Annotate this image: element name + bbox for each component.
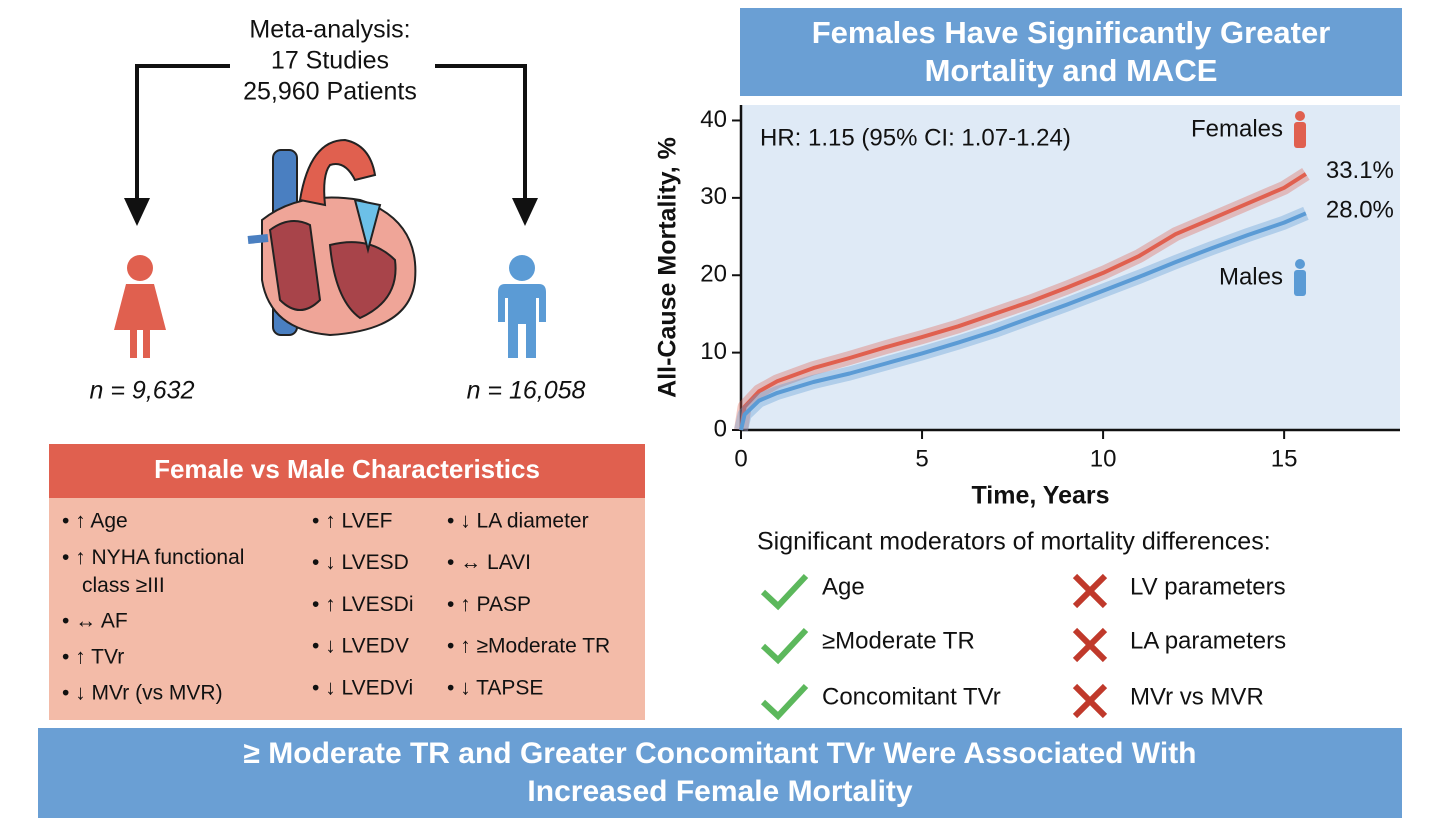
female-count: n = 9,632 xyxy=(90,377,195,405)
characteristic-item: • ↑ ≥Moderate TR xyxy=(447,635,610,658)
moderator-item: LA parameters xyxy=(1130,627,1286,654)
series-line xyxy=(739,172,1307,431)
arrow xyxy=(135,64,230,210)
characteristic-item: • ↓ LVEDV xyxy=(312,635,409,658)
moderator-item: Age xyxy=(822,573,865,600)
series-line xyxy=(739,211,1307,431)
characteristic-item: • ↑ Age xyxy=(62,510,128,533)
meta-text: 17 Studies xyxy=(271,47,389,75)
legend-label: Males xyxy=(1219,263,1283,290)
end-label: 28.0% xyxy=(1326,197,1394,224)
chart-banner: Females Have Significantly Greater Morta… xyxy=(740,8,1402,96)
check-icon xyxy=(760,683,809,721)
characteristic-item: • ↓ LVEDVi xyxy=(312,676,413,699)
male-icon xyxy=(498,255,546,358)
text-line: class ≥III xyxy=(82,574,165,597)
legend-icon xyxy=(1295,111,1305,121)
cross-icon xyxy=(1072,627,1108,663)
characteristic-item: • ↑ TVr xyxy=(62,646,124,669)
x-tick-label: 15 xyxy=(1271,445,1298,472)
y-tick-label: 10 xyxy=(700,338,727,365)
characteristic-item: • ↑ LVESDi xyxy=(312,593,414,616)
x-axis-label: Time, Years xyxy=(971,482,1109,510)
male-count: n = 16,058 xyxy=(467,377,586,405)
characteristic-item: • ↓ LVESD xyxy=(312,551,409,574)
annotation: HR: 1.15 (95% CI: 1.07-1.24) xyxy=(760,124,1071,151)
moderator-item: LV parameters xyxy=(1130,573,1286,600)
check-icon xyxy=(760,573,809,611)
x-tick-label: 5 xyxy=(915,445,928,472)
arrow xyxy=(435,64,527,210)
characteristic-item: • ↓ MVr (vs MVR) xyxy=(62,682,223,705)
arrow-head xyxy=(124,198,150,226)
y-tick-label: 0 xyxy=(714,415,727,442)
x-tick-label: 10 xyxy=(1090,445,1117,472)
x-tick-label: 0 xyxy=(734,445,747,472)
moderators-title: Significant moderators of mortality diff… xyxy=(757,528,1271,556)
characteristic-item: • ↓ TAPSE xyxy=(447,676,543,699)
check-icon xyxy=(760,627,809,665)
footer-text: ≥ Moderate TR and Greater Concomitant TV… xyxy=(243,737,1197,808)
characteristic-item: • ↓ LA diameter xyxy=(447,510,589,533)
heart-illustration xyxy=(247,138,417,337)
characteristics-title: Female vs Male Characteristics xyxy=(154,454,540,484)
meta-text: Meta-analysis: xyxy=(249,16,410,44)
meta-text: 25,960 Patients xyxy=(243,78,417,106)
female-icon xyxy=(114,255,166,358)
footer-banner: ≥ Moderate TR and Greater Concomitant TV… xyxy=(38,728,1402,818)
characteristic-item: • ↑ NYHA functional class ≥III xyxy=(62,546,244,597)
y-tick-label: 40 xyxy=(700,106,727,133)
characteristics-header xyxy=(49,444,645,498)
moderator-item: ≥Moderate TR xyxy=(822,627,975,654)
cross-icon xyxy=(1072,573,1108,609)
characteristic-item: • ↔ AF xyxy=(62,610,128,633)
legend-icon xyxy=(1295,259,1305,269)
text-line: • ↑ NYHA functional xyxy=(62,546,244,569)
cross-icon xyxy=(1072,683,1108,719)
legend-icon xyxy=(1294,270,1306,296)
moderator-item: Concomitant TVr xyxy=(822,683,1001,710)
end-label: 33.1% xyxy=(1326,157,1394,184)
characteristic-item: • ↑ PASP xyxy=(447,593,531,616)
plot-area xyxy=(741,105,1400,430)
y-tick-label: 20 xyxy=(700,261,727,288)
arrow-head xyxy=(512,198,538,226)
y-tick-label: 30 xyxy=(700,183,727,210)
moderator-item: MVr vs MVR xyxy=(1130,683,1264,710)
chart-title: Females Have Significantly Greater Morta… xyxy=(811,15,1331,88)
characteristic-item: • ↔ LAVI xyxy=(447,551,531,574)
y-axis-label: All-Cause Mortality, % xyxy=(654,137,682,398)
legend-icon xyxy=(1294,122,1306,148)
characteristic-item: • ↑ LVEF xyxy=(312,510,392,533)
legend-label: Females xyxy=(1191,115,1283,142)
